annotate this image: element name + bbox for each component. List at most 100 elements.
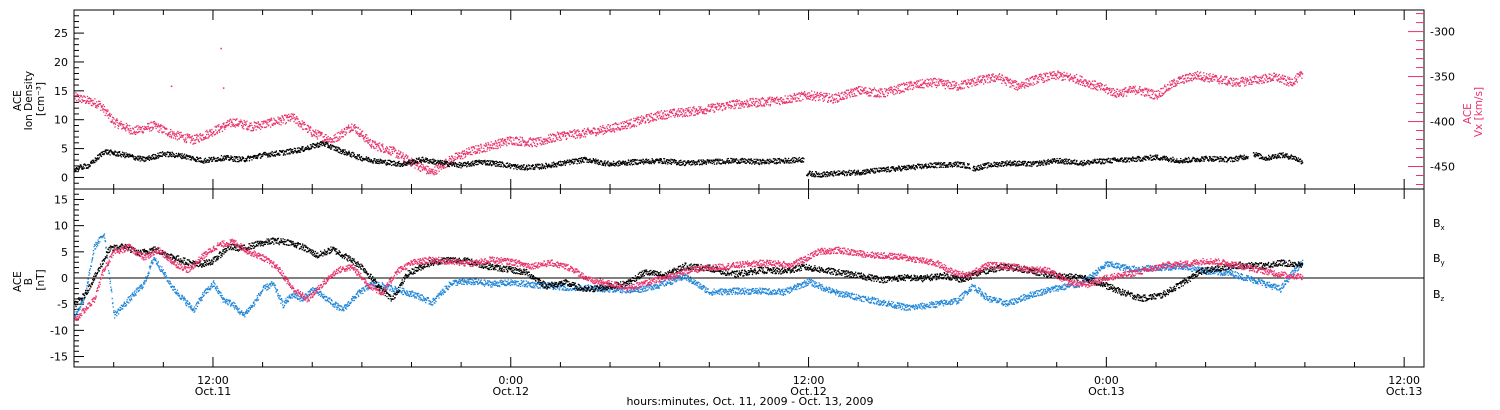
density-point <box>200 157 202 160</box>
density-point <box>92 162 94 164</box>
vx-point <box>174 133 176 135</box>
vx-point <box>233 124 235 127</box>
vx-point <box>1244 79 1246 81</box>
vx-point <box>178 134 181 136</box>
vx-point <box>348 127 350 129</box>
vx-point <box>737 103 739 105</box>
vx-point <box>126 127 128 129</box>
vx-point <box>614 123 616 125</box>
vx-point <box>1054 74 1057 77</box>
vx-point <box>1175 80 1178 82</box>
vx-point <box>161 132 163 134</box>
vx-point <box>1231 79 1233 81</box>
density-point <box>475 161 477 163</box>
vx-point <box>1195 77 1197 79</box>
vx-point <box>1005 84 1007 86</box>
density-point <box>149 158 151 160</box>
vx-point <box>154 125 156 128</box>
vx-point <box>427 172 429 174</box>
vx-point <box>633 120 635 122</box>
density-point <box>170 155 172 157</box>
vx-point <box>937 85 939 87</box>
vx-point <box>505 143 507 145</box>
vx-point <box>487 146 489 149</box>
vx-point <box>747 101 749 103</box>
vx-point <box>562 135 564 137</box>
top-y2-tick-label: -300 <box>1430 26 1455 39</box>
vx-point <box>679 110 681 112</box>
density-point <box>337 149 339 151</box>
vx-point <box>350 128 353 130</box>
density-point <box>252 155 254 157</box>
density-point <box>463 162 465 164</box>
density-point <box>243 160 246 162</box>
top-y-tick-label: 20 <box>54 56 68 69</box>
vx-point <box>833 98 835 100</box>
vx-point <box>470 151 472 153</box>
vx-point <box>708 109 711 112</box>
vx-point <box>454 156 456 158</box>
vx-point <box>549 138 551 140</box>
vx-point <box>710 109 712 111</box>
vx-point <box>1281 81 1283 83</box>
vx-point <box>702 112 704 115</box>
vx-point <box>834 98 836 100</box>
density-point <box>310 148 312 150</box>
vx-point <box>209 130 212 132</box>
vx-point <box>756 100 758 103</box>
vx-point <box>600 129 603 131</box>
vx-point <box>794 94 796 96</box>
vx-point <box>1204 78 1207 80</box>
density-point <box>450 161 452 163</box>
vx-point <box>704 108 706 111</box>
vx-point <box>1262 76 1264 78</box>
vx-point <box>599 130 601 133</box>
vx-point <box>129 125 131 127</box>
vx-point <box>503 141 505 143</box>
vx-point <box>192 137 195 140</box>
vx-point <box>133 130 136 132</box>
vx-point <box>88 97 91 100</box>
vx-point <box>761 105 763 107</box>
vx-point <box>782 98 784 101</box>
vx-point <box>180 136 182 138</box>
vx-point <box>638 123 640 126</box>
vx-point <box>118 125 120 127</box>
vx-point <box>200 135 202 137</box>
vx-point <box>285 114 287 116</box>
density-point <box>437 159 439 162</box>
density-point <box>372 162 375 164</box>
density-point <box>363 159 365 161</box>
density-point <box>519 165 521 167</box>
vx-point <box>280 117 282 120</box>
vx-point <box>542 140 544 143</box>
density-point <box>356 154 359 156</box>
vx-point <box>851 91 853 94</box>
density-point <box>365 158 367 160</box>
vx-point <box>562 134 565 136</box>
vx-point <box>1227 79 1229 81</box>
vx-point <box>412 161 415 163</box>
vx-point <box>312 130 315 132</box>
vx-point <box>571 131 573 133</box>
vx-point <box>197 135 199 137</box>
density-point <box>532 168 534 170</box>
vx-point <box>705 109 707 111</box>
density-point <box>298 147 300 149</box>
vx-point <box>755 98 757 100</box>
density-point <box>97 154 100 156</box>
vx-point <box>98 100 100 102</box>
vx-point <box>1092 84 1094 86</box>
vx-point <box>682 109 684 111</box>
vx-point <box>1260 77 1263 80</box>
vx-point <box>1172 80 1174 82</box>
vx-point <box>1283 77 1285 80</box>
density-point <box>96 158 98 160</box>
density-point <box>213 157 215 159</box>
vx-point <box>462 152 464 155</box>
vx-point <box>253 127 255 129</box>
vx-point <box>529 143 532 146</box>
vx-point <box>280 121 282 123</box>
vx-point <box>611 130 613 133</box>
density-point <box>398 162 400 165</box>
